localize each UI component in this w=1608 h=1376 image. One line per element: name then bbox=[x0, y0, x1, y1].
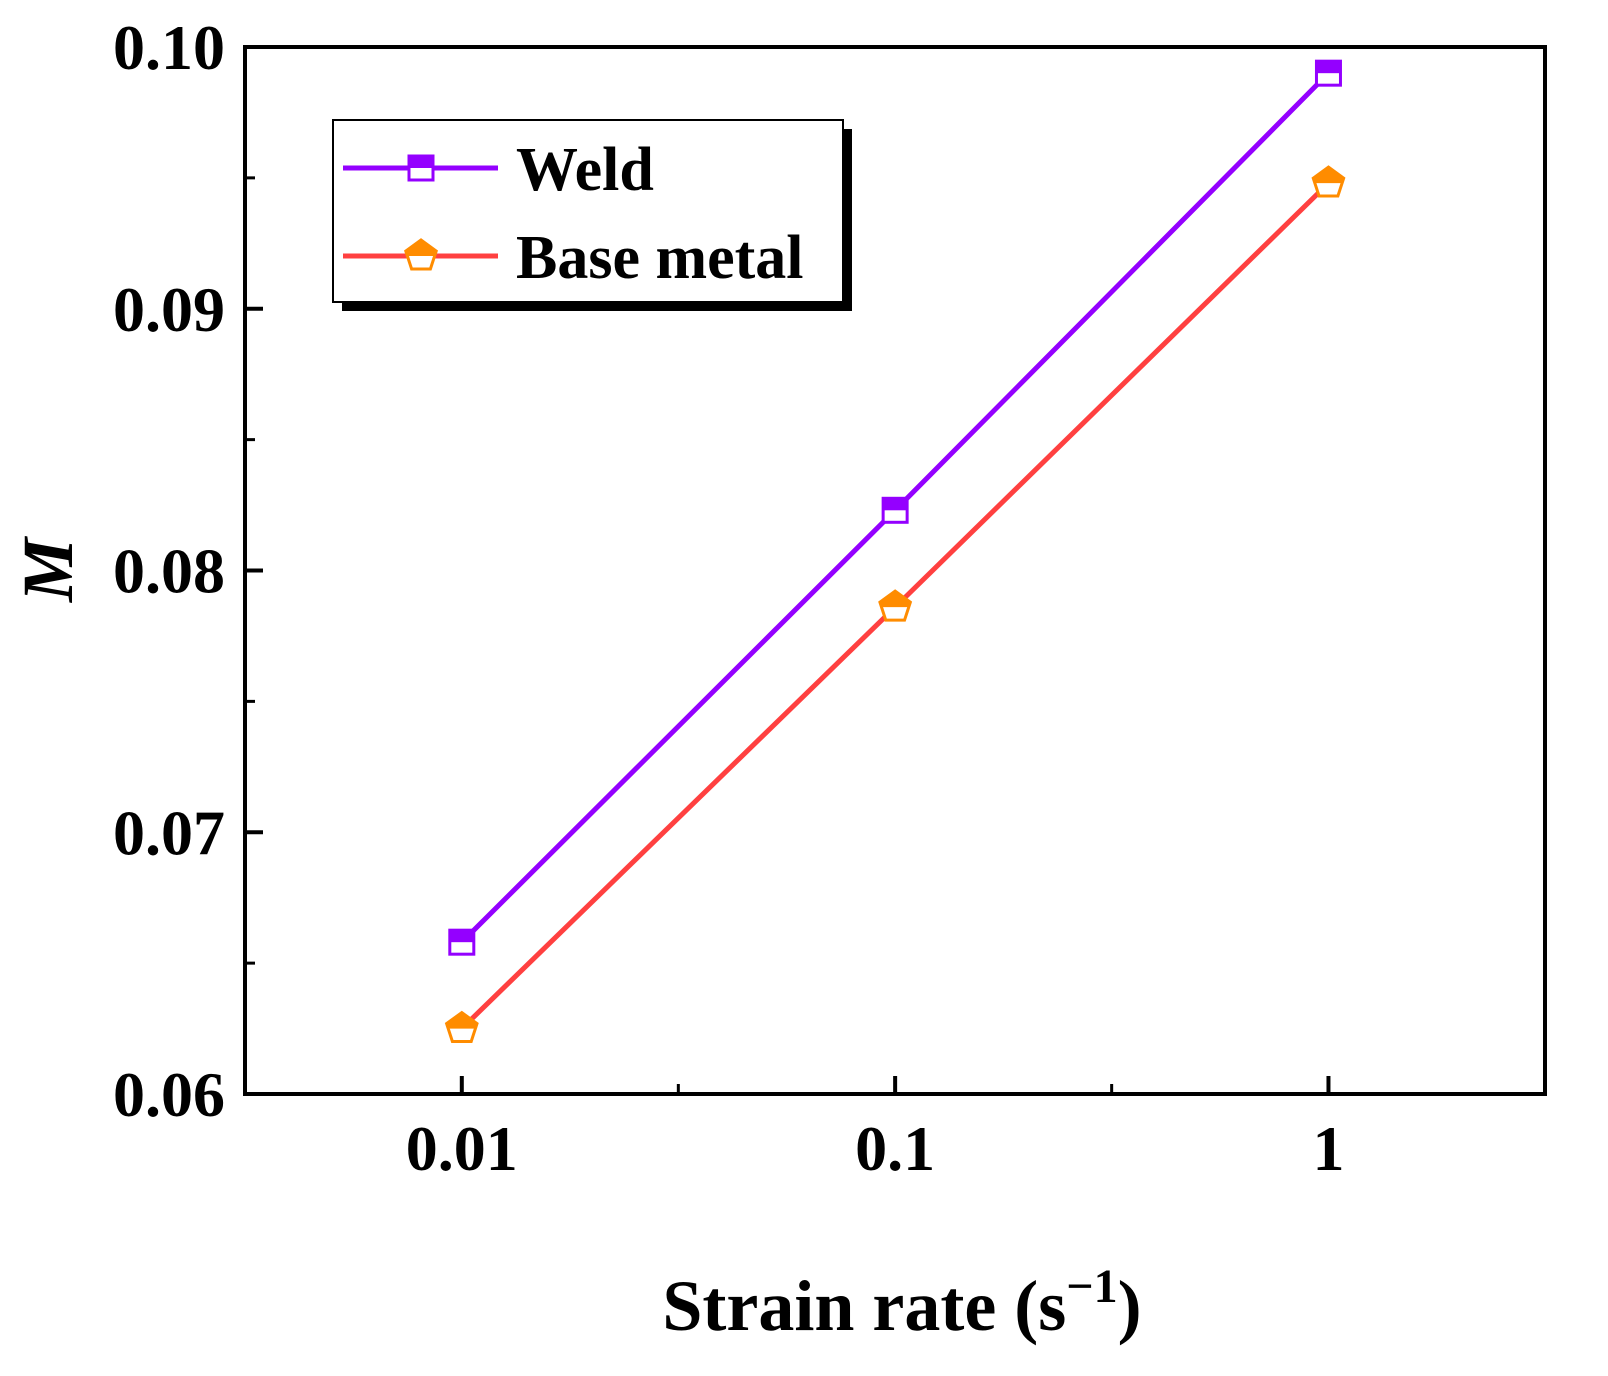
y-tick-label: 0.08 bbox=[113, 536, 225, 607]
y-tick-label: 0.10 bbox=[113, 12, 225, 83]
marker-fill bbox=[409, 156, 433, 168]
y-axis-title: M bbox=[8, 535, 88, 603]
data-point-weld bbox=[1316, 61, 1340, 85]
y-tick-label: 0.09 bbox=[113, 274, 225, 345]
x-tick-label: 1 bbox=[1312, 1113, 1344, 1184]
data-point-base-metal bbox=[1313, 167, 1343, 196]
x-tick-label: 0.1 bbox=[855, 1113, 935, 1184]
line-chart: 0.06 0.07 0.08 0.09 0.10 0.01 0.1 1 Weld Base me… bbox=[0, 0, 1608, 1371]
y-tick-label: 0.07 bbox=[113, 797, 225, 868]
legend: Weld Base metal bbox=[333, 120, 852, 311]
data-point-weld bbox=[883, 498, 907, 522]
marker-fill bbox=[1316, 61, 1340, 73]
x-axis-title: Strain rate (s−1) bbox=[662, 1260, 1141, 1346]
legend-label-weld: Weld bbox=[516, 136, 654, 204]
legend-label-base-metal: Base metal bbox=[516, 224, 804, 292]
marker-fill bbox=[883, 498, 907, 510]
data-point-weld bbox=[450, 930, 474, 954]
legend-marker-weld bbox=[409, 156, 433, 180]
y-tick-label: 0.06 bbox=[113, 1059, 225, 1130]
chart-figure: 0.06 0.07 0.08 0.09 0.10 0.01 0.1 1 Weld Base me… bbox=[0, 0, 1608, 1371]
marker-fill bbox=[450, 930, 474, 942]
x-tick-label: 0.01 bbox=[406, 1113, 518, 1184]
